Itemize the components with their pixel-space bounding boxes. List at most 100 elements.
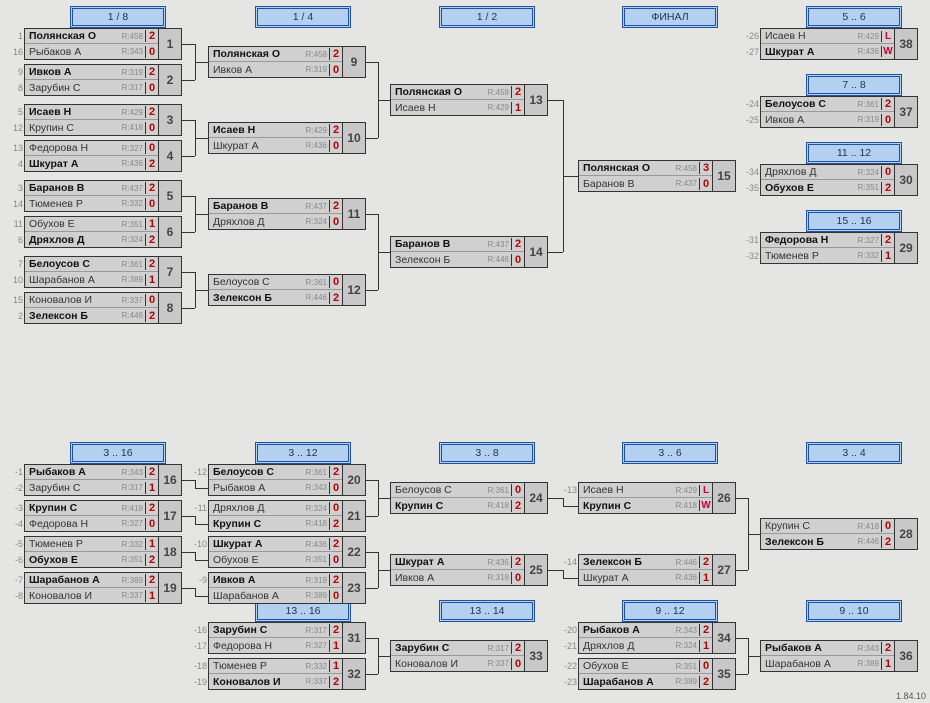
score: 2 bbox=[881, 182, 894, 194]
score: 2 bbox=[511, 238, 524, 250]
player-rating: R:446 bbox=[857, 537, 881, 546]
player-name: Тюменев Р bbox=[25, 198, 121, 210]
player-row: 16Зарубин СR:3172 bbox=[209, 623, 342, 638]
match-number: 15 bbox=[712, 161, 735, 191]
connector bbox=[548, 570, 563, 571]
player-name: Дряхлов Д bbox=[209, 502, 305, 514]
player-rating: R:351 bbox=[857, 183, 881, 192]
connector bbox=[548, 498, 563, 499]
match-number: 25 bbox=[524, 555, 547, 585]
player-name: Коновалов И bbox=[25, 294, 121, 306]
connector bbox=[182, 308, 195, 309]
match-number: 7 bbox=[158, 257, 181, 287]
player-rating: R:343 bbox=[121, 468, 145, 477]
player-row: 5Тюменев РR:3321 bbox=[25, 537, 158, 552]
score: 2 bbox=[145, 158, 158, 170]
stage-label: 1 / 2 bbox=[439, 6, 535, 28]
player-rating: R:458 bbox=[305, 50, 329, 59]
score: 2 bbox=[145, 258, 158, 270]
score: 0 bbox=[511, 658, 524, 670]
stage-label: 3 .. 6 bbox=[622, 442, 718, 464]
player-rating: R:337 bbox=[305, 677, 329, 686]
player-name: Баранов В bbox=[209, 200, 305, 212]
player-row: 16Рыбаков АR:3430 bbox=[25, 44, 158, 59]
seed: 16 bbox=[191, 625, 207, 635]
player-row: 35Обухов ЕR:3512 bbox=[761, 180, 894, 195]
connector bbox=[563, 570, 564, 578]
connector bbox=[195, 596, 208, 597]
stage-label: 9 .. 12 bbox=[622, 600, 718, 622]
score: 2 bbox=[145, 574, 158, 586]
connector bbox=[563, 176, 578, 177]
player-rating: R:317 bbox=[487, 644, 511, 653]
match-3: 5Исаев НR:429212Крупин СR:41803 bbox=[24, 104, 182, 136]
score: 2 bbox=[511, 556, 524, 568]
player-row: Коновалов ИR:3370 bbox=[391, 656, 524, 671]
connector bbox=[195, 214, 208, 215]
player-row: Полянская ОR:4582 bbox=[209, 47, 342, 62]
match-number: 32 bbox=[342, 659, 365, 689]
player-rating: R:337 bbox=[487, 659, 511, 668]
stage-label: ФИНАЛ bbox=[622, 6, 718, 28]
score: 1 bbox=[881, 658, 894, 670]
seed: 21 bbox=[561, 641, 577, 651]
player-name: Коновалов И bbox=[391, 658, 487, 670]
player-name: Дряхлов Д bbox=[25, 234, 121, 246]
player-name: Полянская О bbox=[209, 48, 305, 60]
match-number: 27 bbox=[712, 555, 735, 585]
player-name: Рыбаков А bbox=[579, 624, 675, 636]
seed: 2 bbox=[7, 483, 23, 493]
player-row: 17Федорова НR:3271 bbox=[209, 638, 342, 653]
player-row: Полянская ОR:4582 bbox=[391, 85, 524, 100]
player-rating: R:324 bbox=[121, 235, 145, 244]
score: 2 bbox=[145, 554, 158, 566]
seed: 5 bbox=[7, 107, 23, 117]
seed: 11 bbox=[191, 503, 207, 513]
version-label: 1.84.10 bbox=[896, 691, 926, 701]
score: 0 bbox=[511, 484, 524, 496]
player-rating: R:436 bbox=[121, 159, 145, 168]
stage-label: 3 .. 12 bbox=[255, 442, 351, 464]
match-2: 9Ивков АR:31928Зарубин СR:31702 bbox=[24, 64, 182, 96]
player-name: Зелексон Б bbox=[391, 254, 487, 266]
player-rating: R:351 bbox=[121, 555, 145, 564]
player-name: Федорова Н bbox=[209, 640, 305, 652]
player-rating: R:418 bbox=[121, 123, 145, 132]
match-25: Шкурат АR:4362Ивков АR:319025 bbox=[390, 554, 548, 586]
connector bbox=[366, 214, 378, 215]
player-rating: R:343 bbox=[305, 483, 329, 492]
player-row: 7Белоусов СR:3612 bbox=[25, 257, 158, 272]
player-rating: R:332 bbox=[121, 540, 145, 549]
player-row: 31Федорова НR:3272 bbox=[761, 233, 894, 248]
player-name: Белоусов С bbox=[25, 258, 121, 270]
score: 2 bbox=[329, 200, 342, 212]
score: 0 bbox=[881, 166, 894, 178]
connector bbox=[563, 498, 564, 506]
player-name: Крупин С bbox=[25, 502, 121, 514]
match-number: 21 bbox=[342, 501, 365, 531]
match-9: Полянская ОR:4582Ивков АR:31909 bbox=[208, 46, 366, 78]
player-name: Шкурат А bbox=[761, 46, 857, 58]
player-row: Зелексон БR:4462 bbox=[761, 534, 894, 549]
player-rating: R:324 bbox=[305, 217, 329, 226]
score: 2 bbox=[145, 310, 158, 322]
player-name: Рыбаков А bbox=[209, 482, 305, 494]
score: 1 bbox=[699, 640, 712, 652]
player-rating: R:317 bbox=[121, 483, 145, 492]
connector bbox=[195, 560, 208, 561]
player-rating: R:361 bbox=[857, 100, 881, 109]
score: 1 bbox=[145, 538, 158, 550]
player-rating: R:317 bbox=[305, 626, 329, 635]
stage-label: 15 .. 16 bbox=[806, 210, 902, 232]
match-19: 7Шарабанов АR:38928Коновалов ИR:337119 bbox=[24, 572, 182, 604]
player-row: Крупин СR:4182 bbox=[391, 498, 524, 513]
player-rating: R:429 bbox=[305, 126, 329, 135]
seed: 1 bbox=[7, 31, 23, 41]
player-row: 2Зелексон БR:4462 bbox=[25, 308, 158, 323]
player-row: 25Ивков АR:3190 bbox=[761, 112, 894, 127]
player-name: Шкурат А bbox=[391, 556, 487, 568]
player-row: 13Федорова НR:3270 bbox=[25, 141, 158, 156]
player-name: Рыбаков А bbox=[761, 642, 857, 654]
player-row: 10Шкурат АR:4362 bbox=[209, 537, 342, 552]
player-row: Баранов ВR:4370 bbox=[579, 176, 712, 191]
